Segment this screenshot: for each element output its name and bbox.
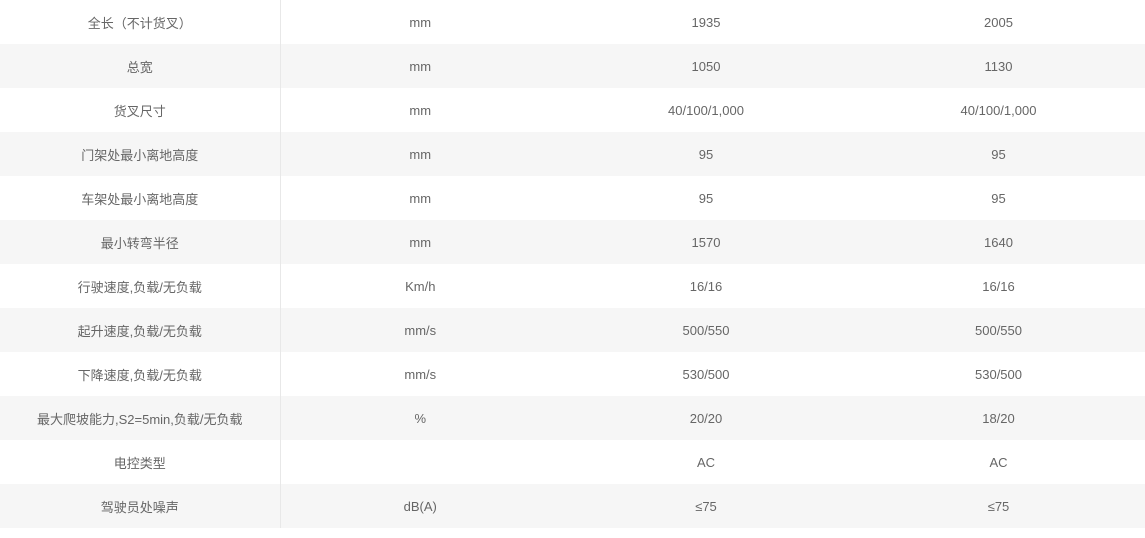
spec-value1-cell: 1570 [560, 220, 852, 264]
spec-value1-cell: 500/550 [560, 308, 852, 352]
spec-name-cell: 总宽 [0, 44, 280, 88]
spec-name-cell: 全长（不计货叉） [0, 0, 280, 44]
spec-name-cell: 驾驶员处噪声 [0, 484, 280, 528]
spec-unit-cell: mm [280, 44, 560, 88]
spec-value2-cell: ≤75 [852, 484, 1145, 528]
spec-unit-cell: mm [280, 176, 560, 220]
spec-name-cell: 电控类型 [0, 440, 280, 484]
spec-name-cell: 起升速度,负载/无负载 [0, 308, 280, 352]
spec-unit-cell: Km/h [280, 264, 560, 308]
spec-value2-cell: 530/500 [852, 352, 1145, 396]
spec-value1-cell: 20/20 [560, 396, 852, 440]
table-row: 驾驶员处噪声dB(A)≤75≤75 [0, 484, 1145, 528]
spec-value2-cell: 2005 [852, 0, 1145, 44]
spec-table-body: 全长（不计货叉）mm19352005总宽mm10501130货叉尺寸mm40/1… [0, 0, 1145, 528]
spec-value2-cell: 500/550 [852, 308, 1145, 352]
spec-unit-cell [280, 440, 560, 484]
spec-value2-cell: 40/100/1,000 [852, 88, 1145, 132]
table-row: 最小转弯半径mm15701640 [0, 220, 1145, 264]
spec-name-cell: 最大爬坡能力,S2=5min,负载/无负载 [0, 396, 280, 440]
table-row: 车架处最小离地高度mm9595 [0, 176, 1145, 220]
spec-unit-cell: mm [280, 220, 560, 264]
spec-name-cell: 最小转弯半径 [0, 220, 280, 264]
spec-value2-cell: 16/16 [852, 264, 1145, 308]
table-row: 门架处最小离地高度mm9595 [0, 132, 1145, 176]
spec-name-cell: 货叉尺寸 [0, 88, 280, 132]
spec-unit-cell: mm [280, 0, 560, 44]
table-row: 下降速度,负载/无负载mm/s530/500530/500 [0, 352, 1145, 396]
spec-value2-cell: 1640 [852, 220, 1145, 264]
table-row: 总宽mm10501130 [0, 44, 1145, 88]
table-row: 货叉尺寸mm40/100/1,00040/100/1,000 [0, 88, 1145, 132]
spec-value1-cell: 95 [560, 132, 852, 176]
table-row: 行驶速度,负载/无负载Km/h16/1616/16 [0, 264, 1145, 308]
spec-name-cell: 门架处最小离地高度 [0, 132, 280, 176]
spec-unit-cell: mm/s [280, 308, 560, 352]
spec-value1-cell: AC [560, 440, 852, 484]
spec-value2-cell: 1130 [852, 44, 1145, 88]
spec-value2-cell: 95 [852, 176, 1145, 220]
spec-value2-cell: 95 [852, 132, 1145, 176]
table-row: 电控类型 ACAC [0, 440, 1145, 484]
spec-value1-cell: ≤75 [560, 484, 852, 528]
spec-value1-cell: 95 [560, 176, 852, 220]
spec-value1-cell: 1050 [560, 44, 852, 88]
spec-value1-cell: 1935 [560, 0, 852, 44]
spec-unit-cell: % [280, 396, 560, 440]
spec-value1-cell: 530/500 [560, 352, 852, 396]
spec-value2-cell: 18/20 [852, 396, 1145, 440]
spec-name-cell: 车架处最小离地高度 [0, 176, 280, 220]
spec-value2-cell: AC [852, 440, 1145, 484]
spec-name-cell: 下降速度,负载/无负载 [0, 352, 280, 396]
spec-value1-cell: 40/100/1,000 [560, 88, 852, 132]
spec-unit-cell: mm [280, 132, 560, 176]
table-row: 最大爬坡能力,S2=5min,负载/无负载%20/2018/20 [0, 396, 1145, 440]
spec-unit-cell: dB(A) [280, 484, 560, 528]
spec-table: 全长（不计货叉）mm19352005总宽mm10501130货叉尺寸mm40/1… [0, 0, 1145, 528]
spec-name-cell: 行驶速度,负载/无负载 [0, 264, 280, 308]
table-row: 全长（不计货叉）mm19352005 [0, 0, 1145, 44]
spec-unit-cell: mm/s [280, 352, 560, 396]
spec-value1-cell: 16/16 [560, 264, 852, 308]
spec-unit-cell: mm [280, 88, 560, 132]
table-row: 起升速度,负载/无负载mm/s500/550500/550 [0, 308, 1145, 352]
